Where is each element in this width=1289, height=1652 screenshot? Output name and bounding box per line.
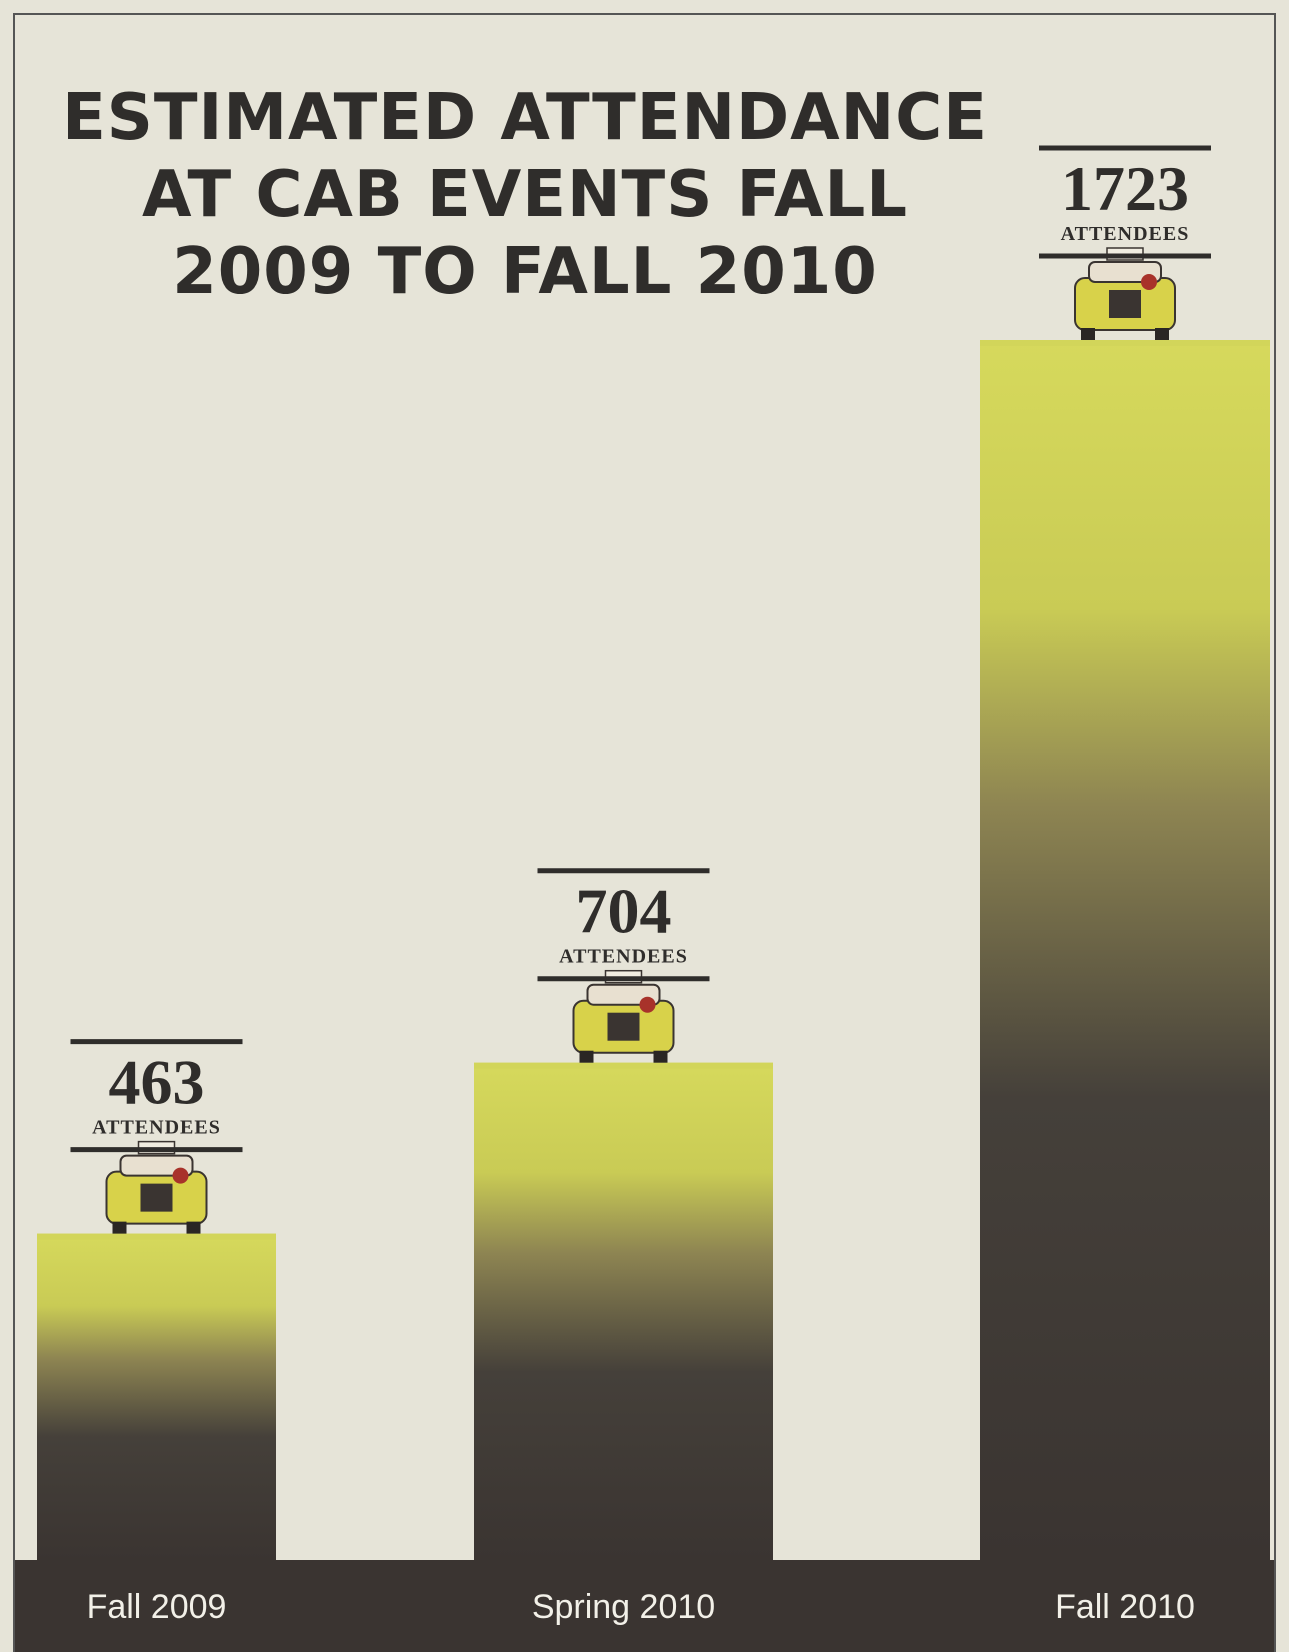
bar xyxy=(980,340,1270,1562)
cab-wheel xyxy=(1081,328,1095,340)
base-strip xyxy=(15,1560,1274,1652)
bar-top xyxy=(474,1062,773,1069)
x-tick-label: Fall 2010 xyxy=(1055,1588,1195,1626)
cab-wheel xyxy=(653,1050,668,1063)
bar xyxy=(474,1062,773,1562)
cab-grille xyxy=(140,1183,173,1212)
x-tick-label: Spring 2010 xyxy=(532,1588,715,1626)
value-label: 463 xyxy=(109,1047,205,1118)
cab-light xyxy=(1141,274,1157,290)
value-label: 1723 xyxy=(1061,153,1189,224)
bar xyxy=(37,1233,276,1562)
cab-wheel xyxy=(112,1221,127,1234)
value-label: 704 xyxy=(576,876,672,947)
cab-grille xyxy=(607,1012,640,1041)
cab-light xyxy=(172,1167,189,1184)
cab-light xyxy=(639,996,656,1013)
unit-label: ATTENDEES xyxy=(92,1117,221,1139)
unit-label: ATTENDEES xyxy=(1061,223,1190,245)
unit-label: ATTENDEES xyxy=(559,946,688,968)
cab-icon xyxy=(572,969,675,1063)
cab-wheel xyxy=(1155,328,1169,340)
cab-grille xyxy=(1109,290,1141,318)
x-tick-label: Fall 2009 xyxy=(87,1588,227,1626)
cab-icon xyxy=(1074,247,1176,340)
bar-top xyxy=(980,340,1270,346)
cab-wheel xyxy=(186,1221,201,1234)
chart-title: ESTIMATED ATTENDANCE AT CAB EVENTS FALL … xyxy=(62,81,988,309)
cab-wheel xyxy=(579,1050,594,1063)
bar-top xyxy=(37,1233,276,1240)
